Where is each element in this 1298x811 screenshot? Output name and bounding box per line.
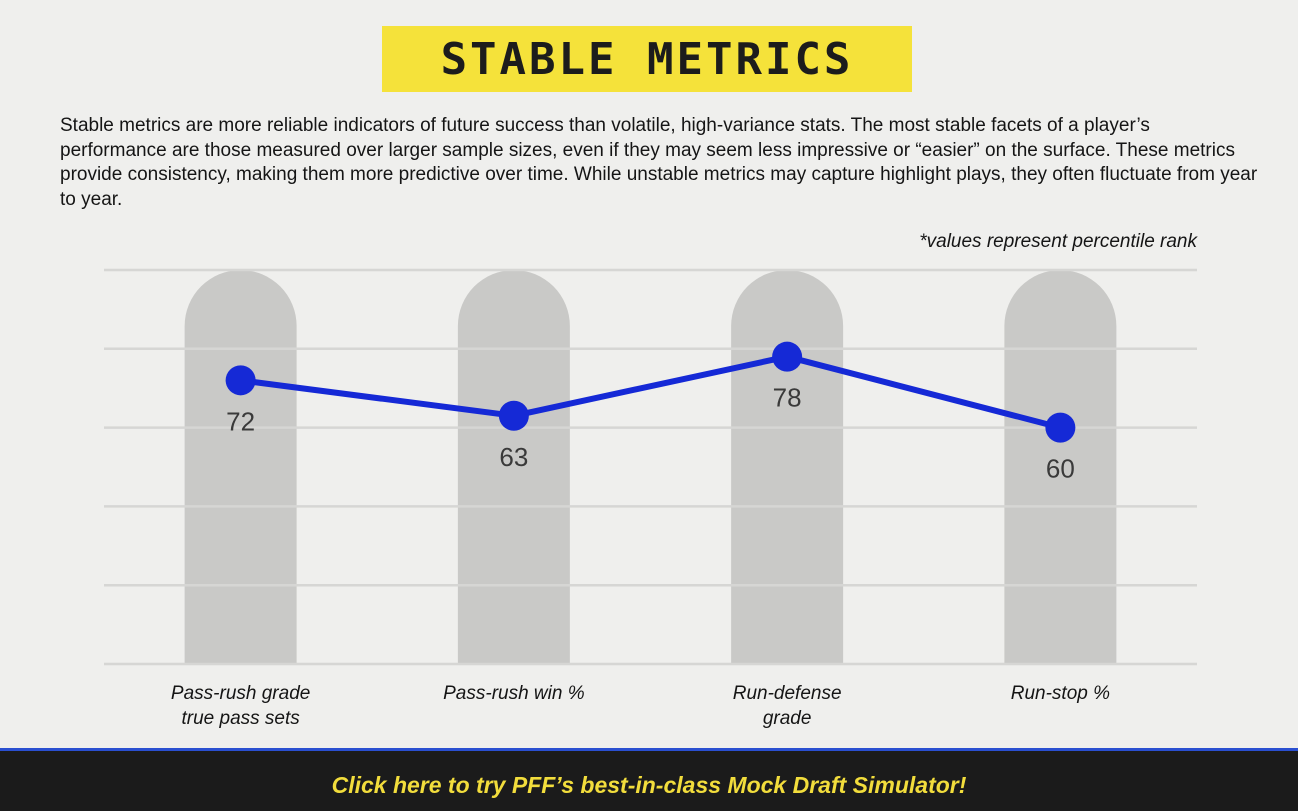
x-tick-label: Run-defense grade xyxy=(732,683,842,729)
data-label: 78 xyxy=(773,383,802,413)
data-label: 72 xyxy=(226,406,255,436)
point xyxy=(1045,412,1076,443)
title: Stable Metrics xyxy=(440,33,854,85)
point xyxy=(498,400,529,431)
footer xyxy=(0,748,1298,811)
point xyxy=(772,341,803,372)
intro-text: Stable metrics are more reliable indicat… xyxy=(60,115,1258,210)
point xyxy=(225,365,256,396)
x-tick-label: Run-stop % xyxy=(1010,683,1111,704)
column-backdrop xyxy=(184,270,297,664)
title-banner: Stable Metrics xyxy=(382,26,912,92)
x-tick-label: Pass-rush grade true pass sets xyxy=(170,683,311,729)
column-backdrop xyxy=(1004,270,1117,664)
line xyxy=(240,353,1062,431)
chart-note: *values represent percentile rank xyxy=(919,231,1197,252)
x-tick-label: Pass-rush win % xyxy=(443,683,585,704)
data-label: 60 xyxy=(1046,454,1075,484)
column-backdrop xyxy=(731,270,844,664)
data-label: 63 xyxy=(499,442,528,472)
column-backdrop xyxy=(457,270,570,664)
cta-link[interactable]: Click here to try PFF’s best-in-class Mo… xyxy=(331,772,967,798)
